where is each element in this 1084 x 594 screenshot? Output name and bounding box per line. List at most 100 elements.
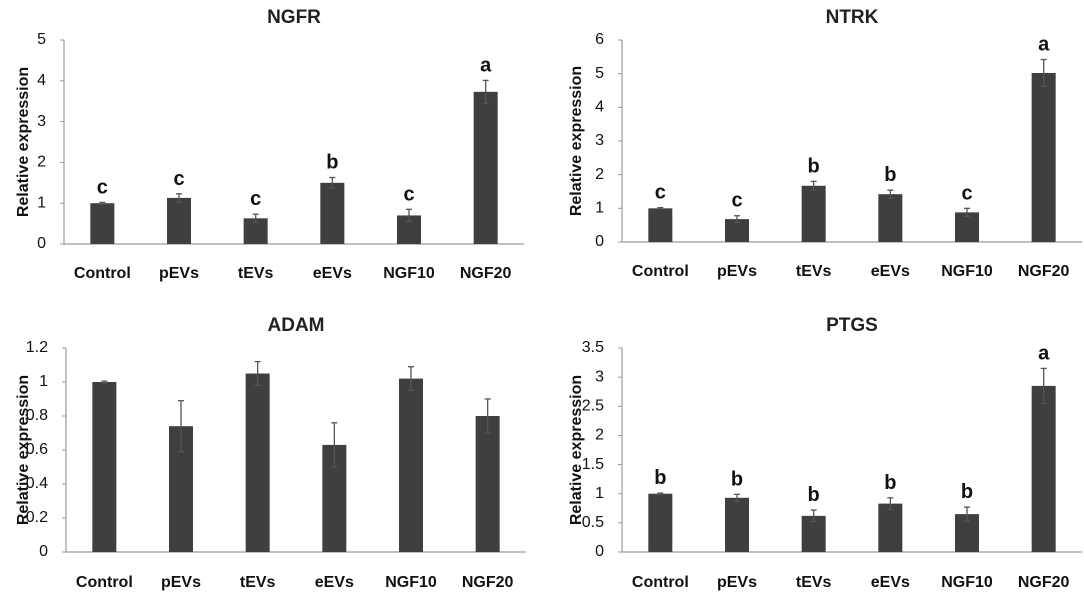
category-label: NGF20 xyxy=(460,265,512,282)
bar-ngf20 xyxy=(473,91,498,244)
category-label: pEVs xyxy=(717,263,757,280)
y-tick-label: 5 xyxy=(595,65,604,82)
y-tick-label: 2 xyxy=(595,166,604,183)
significance-label: a xyxy=(1038,34,1050,56)
error-bar xyxy=(101,380,108,384)
y-tick-label: 1 xyxy=(39,373,48,390)
error-bar xyxy=(1040,367,1047,405)
bar-ngf20 xyxy=(475,416,500,552)
significance-label: c xyxy=(961,182,972,204)
category-label: pEVs xyxy=(717,574,757,591)
bar-eevs xyxy=(878,503,903,552)
bar-eevs xyxy=(878,194,903,242)
chart-title: NTRK xyxy=(826,7,879,28)
significance-label: b xyxy=(731,468,743,490)
category-label: Control xyxy=(632,263,689,280)
bar-pevs xyxy=(725,219,749,242)
y-tick-label: 4 xyxy=(595,99,604,116)
significance-label: b xyxy=(808,484,820,506)
error-bar xyxy=(810,180,817,191)
error-bar xyxy=(99,201,106,205)
significance-label: a xyxy=(1038,342,1050,364)
bar-eevs xyxy=(320,182,345,244)
y-axis-label: Relative expression xyxy=(568,375,585,525)
y-tick-label: 0.8 xyxy=(26,407,48,424)
chart-title: PTGS xyxy=(826,315,878,336)
y-tick-label: 0 xyxy=(595,543,604,560)
category-label: eEVs xyxy=(871,574,910,591)
bar-tevs xyxy=(245,373,270,552)
chart-panel-ptgs: PTGS Relative expression 0 0.5 1 1.5 2 2.5 3 3.5 b… xyxy=(568,315,1082,591)
significance-label: b xyxy=(961,481,973,503)
category-label: NGF10 xyxy=(383,265,435,282)
category-label: Control xyxy=(76,574,133,591)
error-bar xyxy=(810,509,817,523)
y-tick-label: 4 xyxy=(37,72,46,89)
y-tick-label: 1 xyxy=(37,194,46,211)
error-bar xyxy=(178,400,184,453)
category-label: pEVs xyxy=(161,574,201,591)
significance-label: c xyxy=(731,190,742,212)
error-bar xyxy=(331,422,338,468)
error-bar xyxy=(176,193,182,203)
category-label: pEVs xyxy=(159,265,199,282)
bar-control xyxy=(90,203,115,244)
bar-ngf10 xyxy=(955,212,979,242)
category-label: eEVs xyxy=(313,265,352,282)
significance-label: b xyxy=(808,155,820,177)
y-tick-label: 1 xyxy=(595,485,604,502)
significance-label: c xyxy=(97,176,108,198)
category-label: tEVs xyxy=(796,263,832,280)
error-bar xyxy=(964,506,970,522)
y-tick-label: 2 xyxy=(37,154,46,171)
bar-ngf10 xyxy=(399,378,423,552)
significance-label: c xyxy=(250,188,261,210)
error-bar xyxy=(484,398,491,434)
y-tick-label: 0.2 xyxy=(26,509,48,526)
category-label: NGF10 xyxy=(941,574,993,591)
bar-ngf20 xyxy=(1031,72,1056,242)
error-bar xyxy=(657,207,664,210)
bar-control xyxy=(648,493,673,552)
category-label: tEVs xyxy=(238,265,274,282)
significance-label: a xyxy=(480,54,492,76)
error-bar xyxy=(657,492,664,495)
category-label: eEVs xyxy=(871,263,910,280)
bar-tevs xyxy=(801,185,826,242)
y-tick-label: 3 xyxy=(595,132,604,149)
y-tick-label: 0 xyxy=(595,233,604,250)
chart-title: ADAM xyxy=(268,315,325,336)
significance-label: b xyxy=(884,164,896,186)
category-label: NGF10 xyxy=(941,263,993,280)
error-bar xyxy=(254,360,261,387)
category-label: NGF10 xyxy=(385,574,437,591)
y-tick-label: 0 xyxy=(37,235,46,252)
y-axis-label: Relative expression xyxy=(15,375,32,525)
error-bar xyxy=(887,497,894,511)
y-tick-label: 0.5 xyxy=(582,514,604,531)
category-label: tEVs xyxy=(240,574,276,591)
y-axis-label: Relative expression xyxy=(15,67,32,217)
y-tick-label: 1 xyxy=(595,200,604,217)
y-tick-label: 5 xyxy=(37,31,46,48)
category-label: NGF20 xyxy=(1018,574,1070,591)
bar-ngf20 xyxy=(1031,385,1056,552)
error-bar xyxy=(482,79,489,104)
error-bar xyxy=(887,189,894,199)
category-label: Control xyxy=(632,574,689,591)
significance-label: c xyxy=(655,182,666,204)
bar-pevs xyxy=(167,197,191,244)
chart-panel-adam: ADAM Relative expression 0 0.2 0.4 0.6 0.8 1 1.2… xyxy=(15,315,526,591)
y-tick-label: 1.2 xyxy=(26,339,48,356)
y-tick-label: 3 xyxy=(595,368,604,385)
y-tick-label: 1.5 xyxy=(582,456,604,473)
y-tick-label: 0.6 xyxy=(26,441,48,458)
chart-panel-ntrk: NTRK Relative expression 0 1 2 3 4 5 6 c Control c p… xyxy=(568,7,1082,280)
y-tick-label: 2.5 xyxy=(582,398,604,415)
y-tick-label: 3 xyxy=(37,113,46,130)
chart-title: NGFR xyxy=(267,7,321,28)
error-bar xyxy=(734,493,740,502)
category-label: eEVs xyxy=(315,574,354,591)
y-tick-label: 0.4 xyxy=(26,475,48,492)
